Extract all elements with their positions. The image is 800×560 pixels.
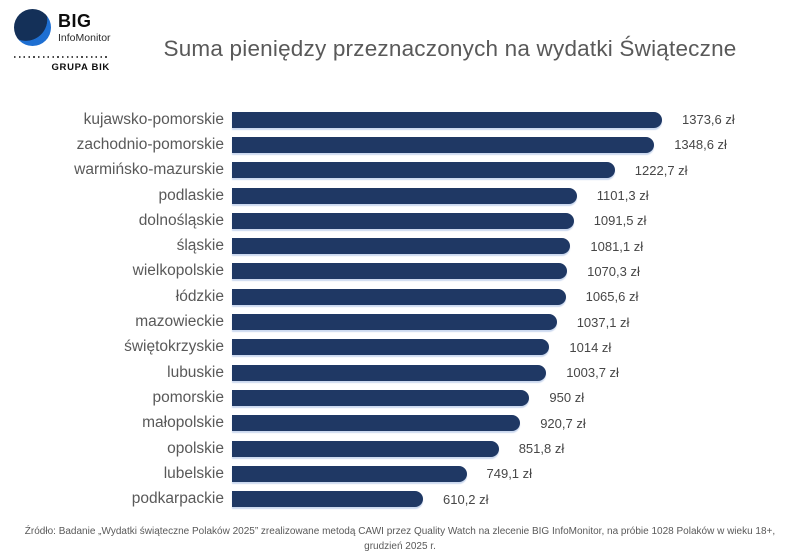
chart-row: małopolskie 920,7 zł (0, 411, 800, 436)
category-label: mazowieckie (135, 313, 224, 331)
value-label: 1070,3 zł (587, 263, 640, 279)
chart-title: Suma pieniędzy przeznaczonych na wydatki… (163, 36, 737, 61)
value-label: 851,8 zł (518, 441, 565, 456)
category-label: lubuskie (167, 363, 224, 381)
chart-row: lubelskie 749,1 zł (0, 461, 800, 486)
bar (232, 136, 655, 153)
category-label: lubelskie (163, 464, 224, 482)
category-label: warmińsko-mazurskie (74, 161, 224, 179)
category-label: małopolskie (142, 414, 224, 432)
chart-row: opolskie 851,8 zł (0, 436, 800, 461)
big-logo-globe-icon (14, 9, 51, 46)
chart-row: podlaskie 1101,3 zł (0, 183, 800, 208)
bar (232, 263, 568, 280)
logo-dotted-divider (14, 56, 108, 58)
chart-row: dolnośląskie 1091,5 zł (0, 208, 800, 233)
bar (232, 364, 547, 381)
bar (232, 339, 550, 356)
category-label: pomorskie (152, 388, 225, 406)
category-label: podkarpackie (131, 490, 224, 508)
category-label: zachodnio-pomorskie (76, 135, 224, 153)
value-label: 1037,1 zł (576, 314, 630, 330)
category-label: wielkopolskie (132, 262, 224, 280)
bar (232, 212, 574, 229)
value-label: 749,1 zł (486, 466, 533, 482)
category-label: podlaskie (158, 186, 225, 204)
bar (232, 187, 577, 204)
value-label: 1222,7 zł (634, 162, 688, 178)
chart-row: warmińsko-mazurskie 1222,7 zł (0, 158, 800, 183)
category-label: dolnośląskie (138, 211, 224, 229)
bar (232, 440, 499, 457)
logo-grupa-bik-text: GRUPA BIK (51, 62, 110, 73)
bar (232, 111, 662, 128)
chart-row: śląskie 1081,1 zł (0, 233, 800, 258)
category-label: opolskie (167, 439, 224, 457)
value-label: 1091,5 zł (593, 213, 647, 229)
value-label: 1003,7 zł (566, 365, 619, 381)
bar (232, 314, 557, 331)
chart-row: pomorskie 950 zł (0, 385, 800, 410)
chart-row: podkarpackie 610,2 zł (0, 486, 800, 511)
chart-row: wielkopolskie 1070,3 zł (0, 259, 800, 284)
bar (232, 389, 530, 406)
bar (232, 288, 566, 305)
value-label: 1101,3 zł (596, 188, 649, 204)
category-label: śląskie (176, 237, 224, 255)
bar (232, 415, 521, 432)
bar-chart: kujawsko-pomorskie 1373,6 zł zachodnio-pom… (0, 107, 800, 512)
chart-row: lubuskie 1003,7 zł (0, 360, 800, 385)
category-label: kujawsko-pomorskie (83, 110, 224, 128)
value-label: 1081,1 zł (590, 238, 644, 254)
value-label: 1014 zł (569, 339, 612, 355)
big-infomonitor-logo: BIG InfoMonitor GRUPA BIK (14, 9, 111, 73)
chart-row: zachodnio-pomorskie 1348,6 zł (0, 132, 800, 157)
value-label: 1348,6 zł (674, 137, 727, 153)
source-note: Źródło: Badanie „Wydatki świąteczne Pola… (24, 526, 776, 552)
value-label: 920,7 zł (540, 415, 586, 431)
bar (232, 491, 423, 508)
value-label: 610,2 zł (443, 491, 489, 507)
bar (232, 465, 467, 482)
value-label: 1065,6 zł (585, 289, 639, 305)
logo-big-text: BIG (58, 11, 92, 31)
value-label: 1373,6 zł (682, 112, 735, 128)
chart-row: kujawsko-pomorskie 1373,6 zł (0, 107, 800, 132)
bar (232, 162, 615, 179)
chart-row: mazowieckie 1037,1 zł (0, 309, 800, 334)
value-label: 950 zł (549, 390, 585, 406)
chart-row: świętokrzyskie 1014 zł (0, 335, 800, 360)
category-label: łódzkie (175, 287, 224, 305)
logo-infomonitor-text: InfoMonitor (58, 32, 111, 44)
bar (232, 238, 571, 255)
category-label: świętokrzyskie (124, 338, 224, 356)
chart-row: łódzkie 1065,6 zł (0, 284, 800, 309)
